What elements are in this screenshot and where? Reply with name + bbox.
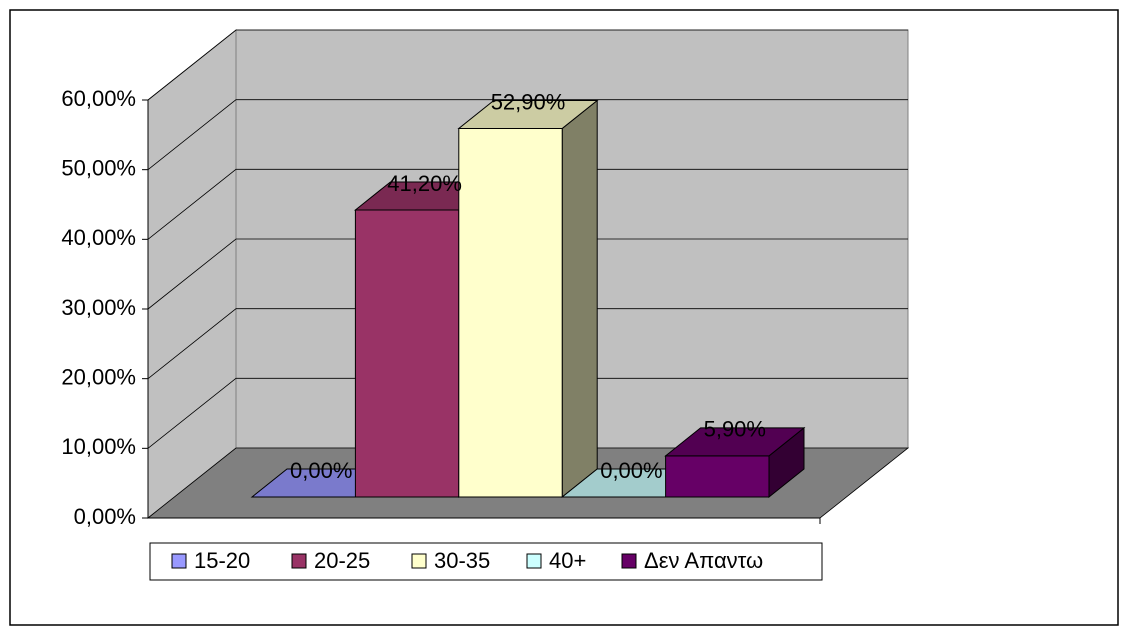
grid-line	[147, 377, 908, 449]
value-label: 5,90%	[704, 417, 766, 442]
legend-label: 30-35	[434, 548, 490, 573]
grid-line	[147, 238, 908, 310]
grid-line	[147, 168, 908, 240]
value-label: 41,20%	[387, 171, 462, 196]
bar-side	[561, 99, 598, 499]
value-label: 0,00%	[600, 458, 662, 483]
bar-top	[457, 99, 599, 129]
value-label: 0,00%	[290, 458, 352, 483]
y-tick-label: 50,00%	[61, 155, 136, 180]
y-tick-label: 30,00%	[61, 295, 136, 320]
y-tick-label: 40,00%	[61, 225, 136, 250]
y-tick-label: 20,00%	[61, 364, 136, 389]
bar	[665, 455, 770, 498]
grid-line	[147, 308, 908, 379]
legend-swatch	[291, 553, 307, 569]
legend-label: 20-25	[314, 548, 370, 573]
legend-label: Δεν Απαντω	[644, 548, 763, 573]
legend-label: 40+	[549, 548, 586, 573]
bar-top	[664, 427, 806, 457]
legend-swatch	[526, 553, 542, 569]
y-tick-label: 0,00%	[74, 504, 136, 529]
grid-line	[147, 29, 908, 101]
bar	[354, 209, 460, 498]
legend-swatch	[171, 553, 187, 569]
grid-line	[147, 99, 908, 170]
legend-box	[149, 542, 823, 581]
value-label: 52,90%	[491, 89, 566, 114]
bar	[458, 127, 563, 498]
legend-swatch	[411, 553, 427, 569]
y-tick-label: 60,00%	[61, 86, 136, 111]
legend-swatch	[621, 553, 637, 569]
y-tick-label: 10,00%	[61, 434, 136, 459]
legend-label: 15-20	[194, 548, 250, 573]
